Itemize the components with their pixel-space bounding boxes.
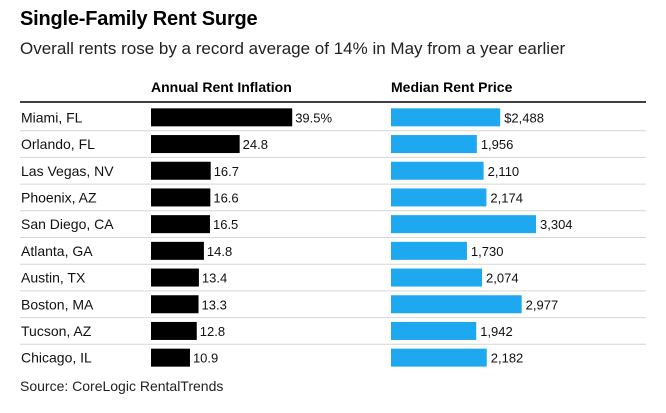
price-bar <box>391 268 483 287</box>
price-value-label: 2,174 <box>490 190 523 205</box>
chart-subtitle: Overall rents rose by a record average o… <box>20 39 566 58</box>
city-label: Chicago, IL <box>21 350 92 366</box>
inflation-bar <box>151 241 204 260</box>
inflation-value-label: 14.8 <box>207 244 232 259</box>
price-bar <box>391 295 522 314</box>
price-bar <box>391 215 536 234</box>
price-bar <box>391 161 484 180</box>
price-value-label: 3,304 <box>540 217 573 232</box>
inflation-bar <box>151 348 190 367</box>
city-label: San Diego, CA <box>21 216 114 232</box>
city-label: Las Vegas, NV <box>21 163 114 179</box>
inflation-bar <box>151 188 211 207</box>
price-bar <box>391 108 501 127</box>
city-label: Tucson, AZ <box>21 323 92 339</box>
inflation-column-header: Annual Rent Inflation <box>151 79 292 95</box>
city-label: Boston, MA <box>21 296 94 312</box>
price-bar <box>391 135 477 154</box>
inflation-bar <box>151 295 199 314</box>
inflation-value-label: 16.5 <box>213 217 238 232</box>
inflation-value-label: 13.3 <box>202 297 227 312</box>
inflation-bar <box>151 268 199 287</box>
inflation-value-label: 13.4 <box>202 271 227 286</box>
city-label: Austin, TX <box>21 270 86 286</box>
price-value-label: 2,977 <box>526 297 559 312</box>
chart-title: Single-Family Rent Surge <box>20 8 258 30</box>
price-value-label: 1,942 <box>480 324 513 339</box>
source-note: Source: CoreLogic RentalTrends <box>20 378 224 394</box>
inflation-value-label: 12.8 <box>200 324 225 339</box>
price-value-label: 1,956 <box>481 137 514 152</box>
price-value-label: 2,110 <box>488 164 520 179</box>
city-label: Atlanta, GA <box>21 243 93 259</box>
inflation-value-label: 10.9 <box>193 351 218 366</box>
price-value-label: 2,182 <box>491 351 524 366</box>
inflation-bar <box>151 321 197 340</box>
city-label: Orlando, FL <box>21 136 95 152</box>
price-value-label: 2,074 <box>486 271 519 286</box>
inflation-value-label: 39.5% <box>295 110 332 125</box>
price-bar <box>391 241 467 260</box>
inflation-bar <box>151 108 293 127</box>
inflation-bar <box>151 135 240 154</box>
inflation-value-label: 24.8 <box>243 137 268 152</box>
price-column-header: Median Rent Price <box>391 79 513 95</box>
city-label: Phoenix, AZ <box>21 189 97 205</box>
inflation-bar <box>151 215 210 234</box>
chart-rows: Miami, FL 39.5% $2,488 Orlando, FL 24.8 1,956… <box>20 108 646 367</box>
inflation-value-label: 16.7 <box>214 164 239 179</box>
price-bar <box>391 348 487 367</box>
inflation-bar <box>151 161 211 180</box>
price-bar <box>391 188 487 207</box>
price-bar <box>391 321 477 340</box>
price-value-label: 1,730 <box>471 244 504 259</box>
city-label: Miami, FL <box>21 109 83 125</box>
inflation-value-label: 16.6 <box>213 190 238 205</box>
price-value-label: $2,488 <box>504 110 544 125</box>
